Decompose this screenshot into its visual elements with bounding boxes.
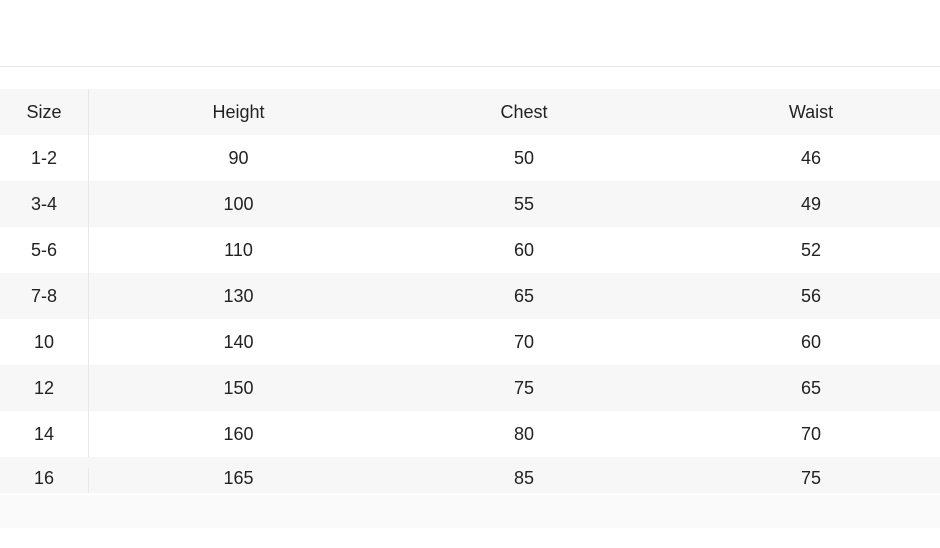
- table-row: 3-4 100 55 49: [0, 181, 940, 227]
- table-row: 12 150 75 65: [0, 365, 940, 411]
- cell-height: 130: [223, 285, 254, 306]
- cell-waist: 75: [800, 468, 822, 488]
- cell-size: 7-8: [0, 273, 89, 319]
- table-row: 16 165 85 75: [0, 457, 940, 493]
- cell-chest: 70: [513, 331, 535, 352]
- cell-waist: 70: [800, 423, 822, 444]
- cell-size: 3-4: [0, 181, 89, 227]
- cell-height: 150: [223, 377, 254, 398]
- header-waist: Waist: [788, 101, 834, 122]
- cell-waist: 46: [800, 147, 822, 168]
- table-footer: [0, 495, 940, 528]
- divider: [0, 66, 940, 67]
- cell-waist: 60: [800, 331, 822, 352]
- cell-waist: 65: [800, 377, 822, 398]
- cell-height: 160: [223, 423, 254, 444]
- cell-waist: 56: [800, 285, 822, 306]
- header-size: Size: [0, 89, 89, 135]
- table-row: 7-8 130 65 56: [0, 273, 940, 319]
- size-chart-table: Size Height Chest Waist 1-2 90 50 46 3-4 100 5…: [0, 89, 940, 493]
- cell-chest: 75: [513, 377, 535, 398]
- table-row: 10 140 70 60: [0, 319, 940, 365]
- header-chest: Chest: [500, 101, 548, 122]
- table-header-row: Size Height Chest Waist: [0, 89, 940, 135]
- cell-waist: 52: [800, 239, 822, 260]
- header-height: Height: [212, 101, 265, 122]
- cell-chest: 65: [513, 285, 535, 306]
- cell-size: 5-6: [0, 227, 89, 273]
- cell-size: 12: [0, 365, 89, 411]
- cell-size: 10: [0, 319, 89, 365]
- cell-chest: 60: [513, 239, 535, 260]
- cell-height: 140: [223, 331, 254, 352]
- cell-size: 16: [0, 468, 89, 493]
- cell-size: 14: [0, 411, 89, 457]
- cell-size: 1-2: [0, 135, 89, 181]
- cell-height: 90: [228, 147, 249, 168]
- cell-height: 110: [224, 239, 253, 260]
- cell-chest: 85: [513, 468, 535, 488]
- table-row: 14 160 80 70: [0, 411, 940, 457]
- cell-chest: 80: [513, 423, 535, 444]
- cell-chest: 55: [513, 193, 535, 214]
- table-row: 5-6 110 60 52: [0, 227, 940, 273]
- cell-height: 100: [223, 193, 254, 214]
- cell-height: 165: [223, 468, 254, 488]
- cell-chest: 50: [513, 147, 535, 168]
- cell-waist: 49: [800, 193, 822, 214]
- table-row: 1-2 90 50 46: [0, 135, 940, 181]
